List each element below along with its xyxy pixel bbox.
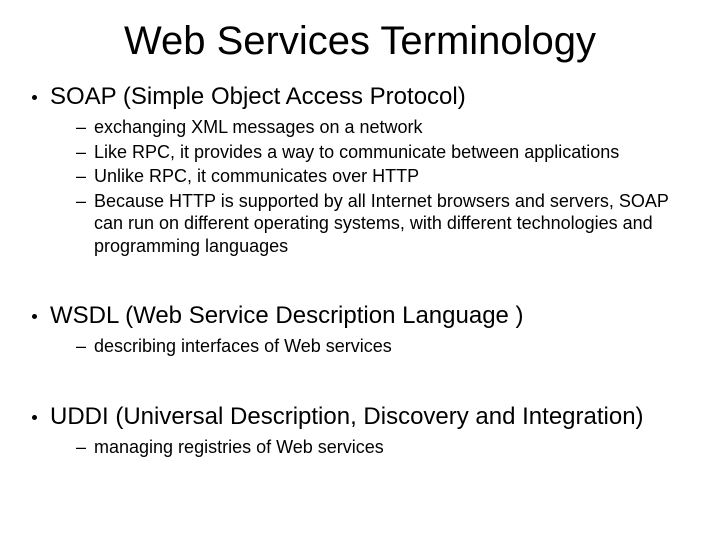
list-item-text: describing interfaces of Web services [94, 336, 392, 356]
bullet-icon [32, 415, 37, 420]
list-item: – Unlike RPC, it communicates over HTTP [28, 165, 692, 188]
section-heading-text: UDDI (Universal Description, Discovery a… [50, 403, 644, 430]
section-heading: UDDI (Universal Description, Discovery a… [28, 402, 692, 432]
list-item-text: Unlike RPC, it communicates over HTTP [94, 166, 419, 186]
section-heading-text: SOAP (Simple Object Access Protocol) [50, 83, 466, 110]
list-item-text: Because HTTP is supported by all Interne… [94, 191, 669, 256]
dash-icon: – [76, 190, 86, 213]
bullet-icon [32, 95, 37, 100]
list-item: – Like RPC, it provides a way to communi… [28, 141, 692, 164]
list-item-text: Like RPC, it provides a way to communica… [94, 142, 619, 162]
list-item: – Because HTTP is supported by all Inter… [28, 190, 692, 258]
slide-title: Web Services Terminology [28, 18, 692, 64]
list-item-text: managing registries of Web services [94, 437, 384, 457]
dash-icon: – [76, 436, 86, 459]
sub-list: – describing interfaces of Web services [28, 335, 692, 358]
spacer [28, 380, 692, 396]
spacer [28, 279, 692, 295]
section-heading: WSDL (Web Service Description Language ) [28, 301, 692, 331]
list-item: – exchanging XML messages on a network [28, 116, 692, 139]
dash-icon: – [76, 335, 86, 358]
bullet-icon [32, 314, 37, 319]
dash-icon: – [76, 165, 86, 188]
sub-list: – exchanging XML messages on a network –… [28, 116, 692, 257]
section-heading: SOAP (Simple Object Access Protocol) [28, 82, 692, 112]
list-item: – managing registries of Web services [28, 436, 692, 459]
dash-icon: – [76, 141, 86, 164]
section-heading-text: WSDL (Web Service Description Language ) [50, 302, 524, 329]
slide: Web Services Terminology SOAP (Simple Ob… [0, 0, 720, 540]
sub-list: – managing registries of Web services [28, 436, 692, 459]
dash-icon: – [76, 116, 86, 139]
list-item-text: exchanging XML messages on a network [94, 117, 423, 137]
list-item: – describing interfaces of Web services [28, 335, 692, 358]
